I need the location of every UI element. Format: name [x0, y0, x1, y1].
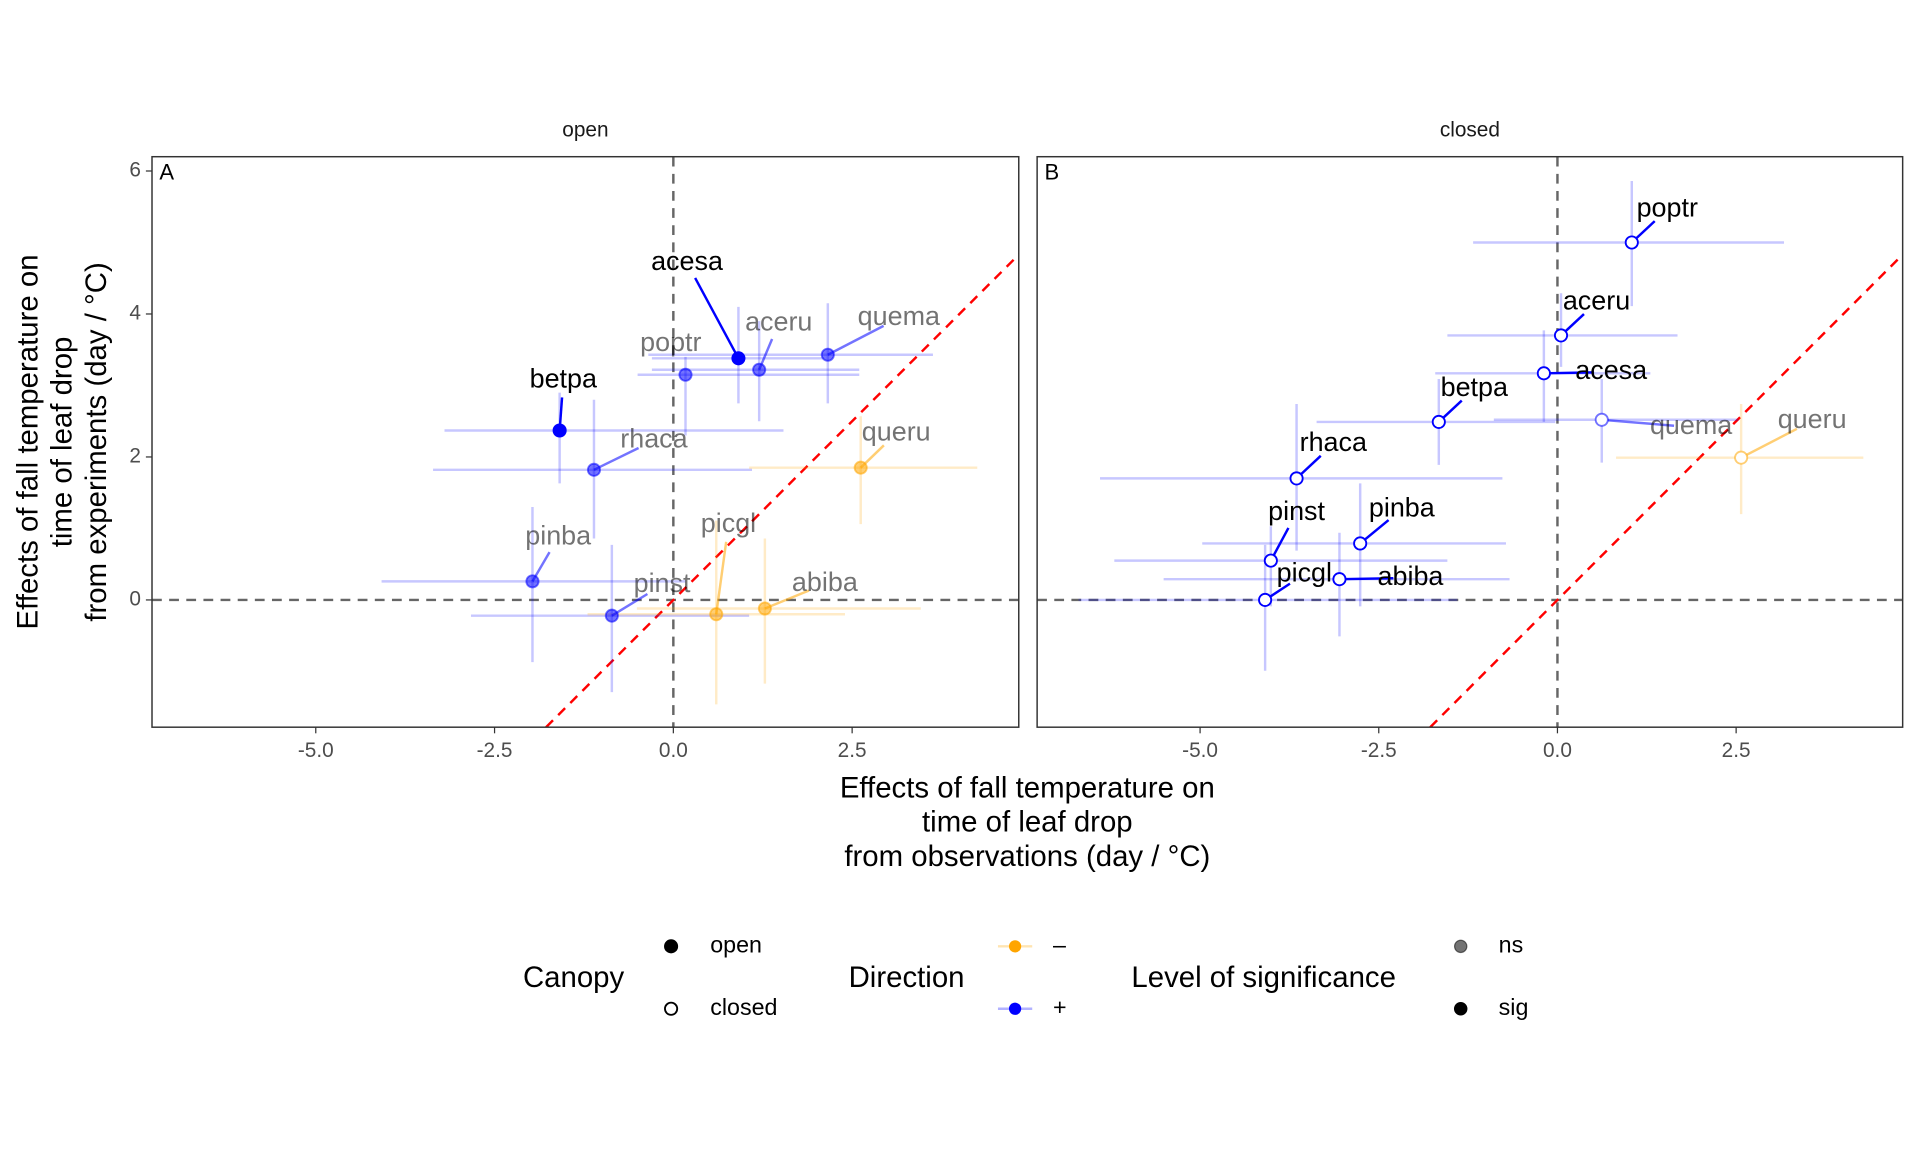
point	[731, 351, 746, 366]
point-label: pinba	[1369, 492, 1435, 522]
panel-border	[151, 155, 1020, 728]
x-tick-label: -5.0	[298, 739, 334, 762]
point-label: acesa	[1575, 355, 1647, 385]
label-leader	[1601, 418, 1675, 427]
point-label: poptr	[1637, 193, 1698, 223]
point-label: quema	[1650, 410, 1732, 440]
y-axis-title-line: time of leaf drop	[46, 337, 79, 548]
label-leader	[715, 541, 728, 615]
x-axis-title: from observations (day / °C)	[844, 840, 1210, 873]
legend-label: +	[1053, 994, 1067, 1020]
panel-letter: B	[1044, 160, 1059, 185]
legend-key	[664, 1001, 679, 1016]
panel: acesa aceru poptr quema betpa rhaca queru pinba…	[152, 156, 1019, 728]
point	[604, 608, 619, 623]
point	[525, 574, 540, 589]
label-leader	[1543, 371, 1595, 375]
y-tick-label: 2	[129, 444, 141, 467]
legend-key	[1453, 1002, 1468, 1016]
x-tick-label: 0.0	[659, 739, 688, 762]
y-axis-title-line: Effects of fall temperature on	[11, 254, 44, 629]
legend-title: Canopy	[523, 961, 625, 994]
point	[752, 362, 767, 377]
x-tick-label: 2.5	[838, 739, 867, 762]
point	[1553, 328, 1569, 343]
point	[586, 462, 602, 477]
legend-title: Level of significance	[1131, 961, 1396, 994]
legend-label: sig	[1499, 994, 1529, 1020]
x-axis-title: time of leaf drop	[922, 806, 1133, 839]
point-label: rhaca	[620, 424, 687, 454]
point-label: aceru	[1563, 285, 1630, 315]
point-label: aceru	[745, 306, 812, 336]
point-label: abiba	[792, 567, 858, 597]
point	[757, 601, 772, 616]
point-label: pinst	[1268, 496, 1325, 526]
label-leader	[694, 277, 740, 359]
point-label: queru	[1778, 404, 1847, 434]
point-label: acesa	[651, 246, 723, 276]
x-tick-label: 0.0	[1543, 739, 1572, 762]
label-leader	[827, 324, 885, 356]
point-label: pinst	[634, 568, 691, 598]
point-label: picgl	[1277, 557, 1332, 587]
legend-label: –	[1053, 931, 1066, 957]
label-leader	[593, 446, 640, 471]
point-label: abiba	[1378, 561, 1444, 591]
legend-key	[1453, 939, 1468, 954]
legend-label: open	[710, 931, 762, 957]
y-axis-title-line: from experiments (day / °C)	[80, 262, 113, 621]
point-label: betpa	[1441, 372, 1508, 402]
facet-label: closed	[1440, 118, 1500, 141]
point	[1263, 553, 1278, 568]
legend-label: closed	[710, 994, 777, 1020]
point	[552, 423, 567, 438]
point	[678, 367, 693, 382]
point	[1353, 536, 1368, 551]
x-axis-title: Effects of fall temperature on	[840, 771, 1215, 804]
x-tick-label: -2.5	[477, 739, 513, 762]
point-label: pinba	[525, 520, 591, 550]
legend-title: Direction	[849, 961, 965, 994]
point	[853, 460, 868, 475]
legend-key	[1008, 1002, 1022, 1015]
point	[820, 347, 835, 362]
one-to-one-line	[1429, 252, 1903, 728]
legend-key	[1008, 940, 1022, 953]
label-leader	[1740, 427, 1798, 459]
point-label: picgl	[701, 508, 756, 538]
x-tick-label: 2.5	[1722, 739, 1751, 762]
point	[709, 607, 724, 622]
one-to-one-line	[545, 252, 1019, 728]
point	[1594, 412, 1609, 427]
y-axis-title: Effects of fall temperature on time of le…	[11, 254, 113, 629]
point-label: quema	[858, 301, 940, 331]
point	[1258, 592, 1273, 607]
facet-label: open	[562, 118, 608, 141]
point-label: queru	[862, 417, 931, 447]
point	[1431, 414, 1446, 429]
point	[1734, 450, 1749, 465]
point	[1332, 572, 1347, 587]
legend-key	[664, 939, 679, 954]
panel-border	[1036, 155, 1904, 728]
y-tick-label: 6	[129, 158, 141, 181]
legend-label: ns	[1499, 931, 1524, 957]
point	[1289, 471, 1304, 486]
label-leader	[1339, 577, 1394, 581]
y-tick-label: 4	[129, 301, 141, 324]
y-tick-label: 0	[129, 587, 141, 610]
point-label: rhaca	[1300, 427, 1367, 457]
label-leader	[764, 589, 810, 610]
point	[1624, 235, 1639, 250]
x-tick-label: -2.5	[1361, 739, 1397, 762]
point	[1536, 366, 1551, 381]
point-label: betpa	[530, 363, 597, 393]
point-label: poptr	[640, 327, 701, 357]
panel-letter: A	[159, 160, 174, 185]
panel: poptr aceru acesa betpa quema queru rhaca pinba…	[1037, 156, 1903, 728]
x-tick-label: -5.0	[1182, 739, 1218, 762]
